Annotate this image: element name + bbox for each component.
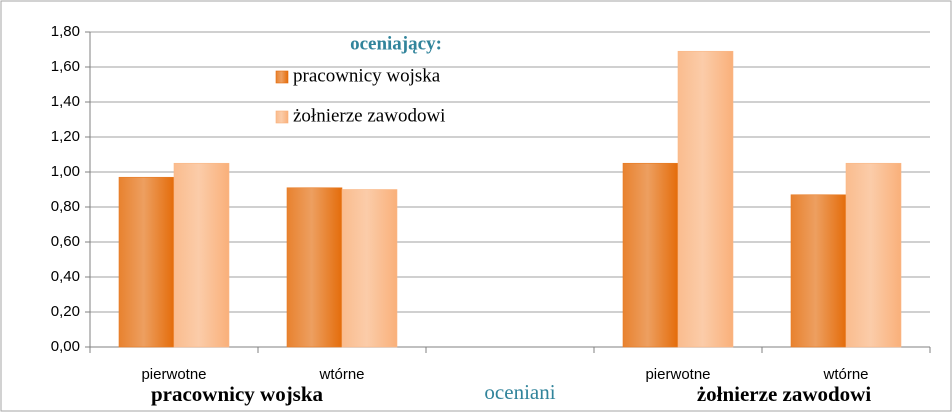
- y-tick-label: 1,80: [51, 23, 80, 40]
- y-tick-label: 1,20: [51, 128, 80, 145]
- y-tick-label: 1,60: [51, 58, 80, 75]
- y-tick-label: 0,20: [51, 303, 80, 320]
- legend-label: żołnierze zawodowi: [293, 105, 445, 126]
- y-tick-label: 0,80: [51, 198, 80, 215]
- bar: [790, 194, 847, 348]
- legend-label: pracownicy wojska: [293, 65, 441, 86]
- y-tick-label: 0,60: [51, 233, 80, 250]
- group-label: pracownicy wojska: [151, 382, 324, 406]
- bar: [622, 162, 679, 348]
- legend-swatch: [275, 70, 289, 84]
- bar: [677, 50, 734, 348]
- bar: [286, 187, 343, 348]
- legend-title: oceniający:: [350, 33, 442, 54]
- y-tick-label: 0,00: [51, 338, 80, 355]
- bar: [341, 189, 398, 348]
- legend-swatch: [275, 110, 289, 124]
- bar: [845, 162, 902, 348]
- x-tick-label: pierwotne: [645, 366, 710, 383]
- y-tick-label: 0,40: [51, 268, 80, 285]
- x-tick-label: wtórne: [318, 366, 364, 383]
- bar: [118, 176, 175, 348]
- y-tick-label: 1,40: [51, 93, 80, 110]
- x-tick-label: pierwotne: [141, 366, 206, 383]
- bar: [173, 162, 230, 348]
- x-tick-label: wtórne: [822, 366, 868, 383]
- x-axis-label: oceniani: [484, 380, 555, 404]
- group-label: żołnierze zawodowi: [697, 382, 872, 406]
- y-tick-label: 1,00: [51, 163, 80, 180]
